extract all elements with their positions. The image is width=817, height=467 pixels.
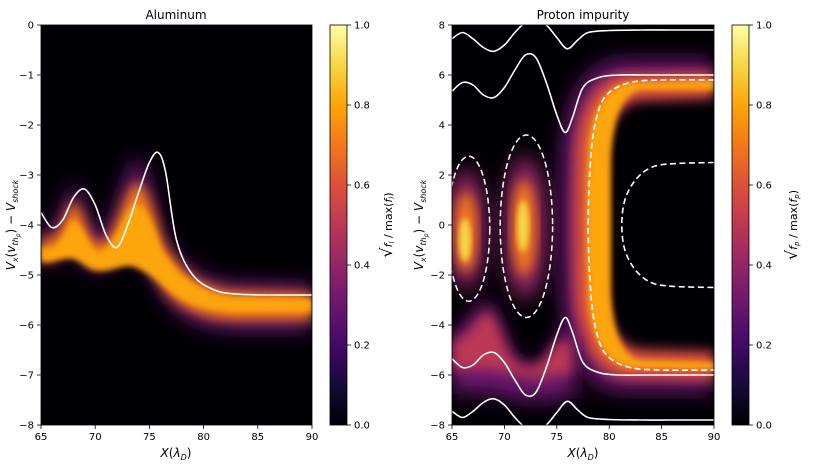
curve-vortex-middle: [499, 134, 554, 319]
proton-y-ticks: 8 6 4 2 0 −2 −4 −6 −8: [430, 21, 452, 432]
colorbar-tick-label: 0.4: [756, 261, 772, 272]
y-tick-label: 4: [439, 121, 445, 132]
curve-upper-outer: [452, 25, 714, 53]
proton-curves: [452, 25, 714, 425]
x-tick-label: 90: [306, 432, 319, 443]
proton-x-ticks: 65 70 75 80 85 90: [446, 425, 721, 443]
proton-y-label: Vx(vthp) − Vshock: [412, 179, 430, 270]
aluminum-title: Aluminum: [145, 8, 206, 22]
x-tick-label: 65: [446, 432, 459, 443]
curve-vortex-left: [452, 155, 491, 302]
y-tick-label: 0: [28, 21, 34, 32]
x-tick-label: 70: [89, 432, 102, 443]
y-tick-label: 2: [439, 171, 445, 182]
x-tick-label: 80: [197, 432, 210, 443]
x-tick-label: 85: [251, 432, 264, 443]
aluminum-heatmap: [41, 25, 312, 425]
proton-colorbar-label: √fp / max(fp): [782, 190, 801, 260]
colorbar-tick-label: 0.0: [354, 421, 370, 432]
proton-colorbar-ticks: 0.0 0.2 0.4 0.6 0.8 1.0: [749, 21, 772, 432]
aluminum-core: [41, 204, 312, 312]
colorbar-tick-label: 0.6: [756, 181, 772, 192]
y-tick-label: −7: [19, 371, 34, 382]
y-tick-label: −2: [430, 271, 445, 282]
aluminum-panel: Aluminum 65 70 75 80 85 90 0−1−2−3−4−5−6−7−8 …: [4, 8, 396, 462]
proton-heatmap: [452, 25, 714, 425]
curve-lower-inner: [452, 316, 714, 398]
proton-x-label: X(λD): [567, 446, 599, 462]
proton-panel: Proton impurity: [412, 8, 801, 462]
y-tick-label: −8: [430, 421, 445, 432]
y-tick-label: −8: [19, 421, 34, 432]
proton-left-vortex-core: [459, 218, 471, 262]
y-tick-label: 8: [439, 21, 445, 32]
y-tick-label: 0: [439, 221, 445, 232]
aluminum-x-ticks: 65 70 75 80 85 90: [35, 425, 319, 443]
aluminum-glow: [41, 158, 312, 330]
curve-outer-separatrix: [587, 79, 714, 371]
curve-upper-inner: [452, 52, 714, 134]
x-tick-label: 75: [143, 432, 156, 443]
colorbar-tick-label: 0.6: [354, 181, 370, 192]
y-tick-label: −1: [19, 71, 34, 82]
colorbar-tick-label: 1.0: [756, 21, 772, 32]
y-tick-label: 6: [439, 71, 445, 82]
x-tick-label: 70: [498, 432, 511, 443]
aluminum-colorbar-ticks: 0.0 0.2 0.4 0.6 0.8 1.0: [347, 21, 370, 432]
x-tick-label: 80: [603, 432, 616, 443]
colorbar-tick-label: 0.2: [756, 341, 772, 352]
x-tick-label: 90: [708, 432, 721, 443]
colorbar-tick-label: 0.2: [354, 341, 370, 352]
aluminum-colorbar-label: √fl / max(fl): [377, 192, 396, 257]
aluminum-colorbar: [329, 24, 348, 426]
aluminum-separatrix-curve: [41, 151, 312, 296]
proton-colorbar: [731, 24, 750, 426]
colorbar-tick-label: 1.0: [354, 21, 370, 32]
colorbar-tick-label: 0.0: [756, 421, 772, 432]
proton-middle-vortex-core: [517, 200, 529, 252]
y-tick-label: −6: [19, 321, 34, 332]
proton-lower-band: [452, 312, 572, 378]
aluminum-y-label: Vx(vthp) − Vshock: [4, 179, 22, 270]
curve-lower-outer: [452, 397, 714, 425]
y-tick-label: −3: [19, 171, 34, 182]
x-tick-label: 85: [655, 432, 668, 443]
y-tick-label: −2: [19, 121, 34, 132]
y-tick-label: −6: [430, 371, 445, 382]
aluminum-y-ticks: 0 −1 −2 −3 −4 −5 −6 −7 −8: [19, 21, 41, 432]
curve-inner-separatrix: [620, 161, 714, 289]
colorbar-tick-label: 0.8: [756, 101, 772, 112]
colorbar-tick-label: 0.4: [354, 261, 370, 272]
x-tick-label: 65: [35, 432, 48, 443]
colorbar-tick-label: 0.8: [354, 101, 370, 112]
aluminum-x-label: X(λD): [160, 446, 192, 462]
y-tick-label: −4: [19, 221, 34, 232]
y-tick-label: −4: [430, 321, 445, 332]
proton-title: Proton impurity: [537, 8, 630, 22]
x-tick-label: 75: [550, 432, 563, 443]
y-tick-label: −5: [19, 271, 34, 282]
